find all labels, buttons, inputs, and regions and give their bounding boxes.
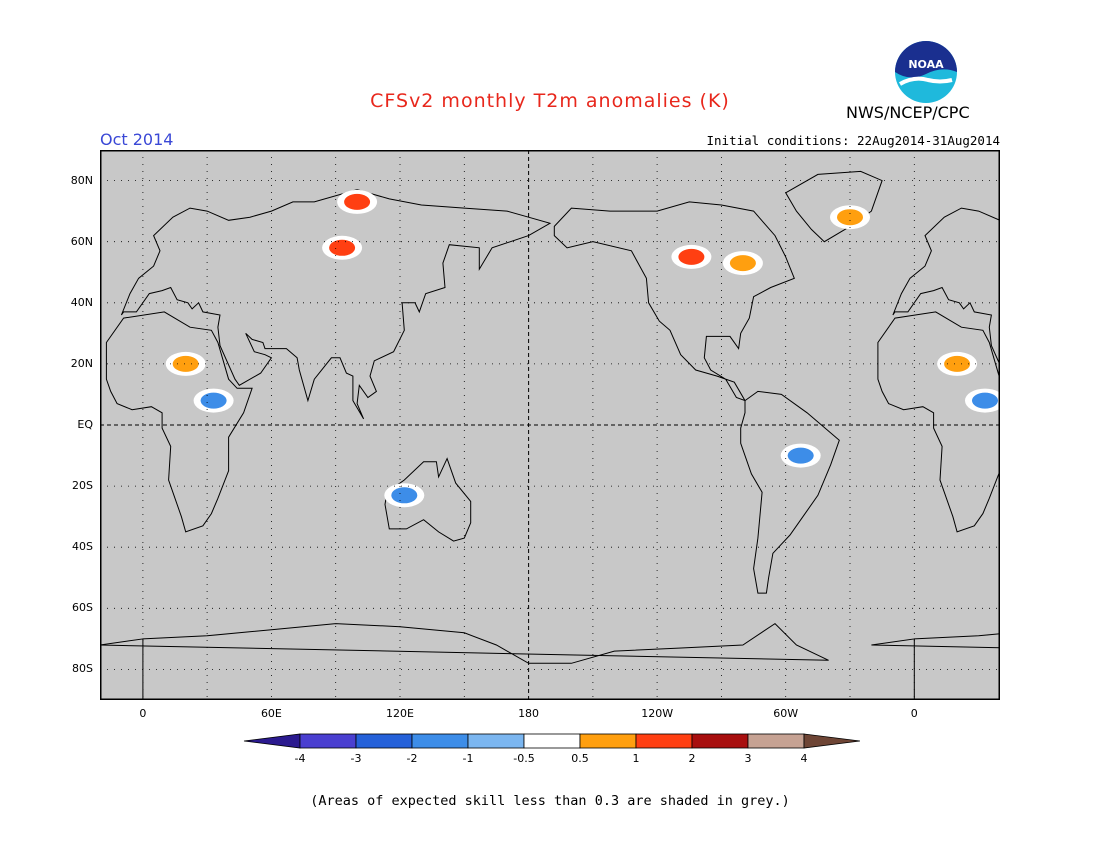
colorbar-tick-label: 4 — [801, 752, 808, 765]
lat-label: 80N — [70, 173, 93, 187]
color-scale: -4 -3 -2 -1 -0.5 0.5 1 2 3 4 — [243, 733, 860, 765]
colorbar-bin — [523, 733, 581, 749]
valid-month: Oct 2014 — [100, 130, 174, 149]
lat-label: 40N — [70, 295, 93, 309]
antarctica-coast — [100, 622, 829, 700]
colorbar-bin — [355, 733, 413, 749]
lon-label: 120W — [641, 707, 674, 720]
australia-coast — [384, 457, 472, 542]
anomaly-map — [100, 150, 1000, 700]
lon-label: 0 — [910, 707, 918, 720]
anomaly-greenland-east — [837, 209, 863, 226]
colorbar-tick-label: -4 — [295, 752, 306, 765]
lon-label: 0 — [139, 707, 147, 720]
colorbar-tick-label: 0.5 — [571, 752, 589, 765]
logo-text: NOAA — [908, 58, 944, 71]
colorbar-cap-high — [803, 733, 860, 749]
lat-label: 80S — [72, 662, 93, 676]
north-america-coast — [553, 201, 795, 402]
noaa-logo-icon: NOAA — [895, 41, 957, 103]
lat-label: 20N — [70, 356, 93, 370]
agency-label: NWS/NCEP/CPC — [846, 103, 970, 122]
colorbar-tick-label: 1 — [633, 752, 640, 765]
colorbar-bin — [467, 733, 525, 749]
anomaly-east-africa — [972, 392, 998, 409]
colorbar-cap-low — [243, 733, 301, 749]
anomaly-central-siberia — [329, 239, 356, 256]
map-frame — [100, 150, 1000, 700]
colorbar-tick-label: 3 — [745, 752, 752, 765]
anomaly-hudson-bay-east — [729, 255, 756, 272]
south-america-coast — [740, 390, 840, 594]
anomaly-central-canada — [678, 248, 705, 265]
colorbar-bin — [411, 733, 469, 749]
lat-label: EQ — [77, 418, 93, 431]
lon-label: 180 — [518, 707, 540, 720]
anomaly-amazon — [787, 447, 814, 464]
footnote: (Areas of expected skill less than 0.3 a… — [310, 793, 790, 809]
lon-label: 60W — [773, 707, 799, 720]
africa-coast — [105, 311, 253, 533]
lon-label: 60E — [260, 707, 282, 720]
lon-label: 120E — [386, 707, 414, 720]
colorbar-bin — [635, 733, 693, 749]
grid-layer — [100, 150, 1000, 700]
colorbar-bin — [691, 733, 749, 749]
map-title: CFSv2 monthly T2m anomalies (K) — [370, 90, 730, 112]
lat-label: 20S — [72, 479, 93, 493]
lat-label: 60S — [72, 601, 93, 615]
antarctica-coast — [871, 633, 1000, 700]
colorbar-tick-label: -3 — [351, 752, 362, 765]
lat-label: 40S — [72, 540, 93, 554]
anomaly-east-africa — [200, 392, 227, 409]
eurasia-coast — [892, 207, 1000, 367]
anomaly-sahara-sahel — [944, 355, 971, 372]
colorbar-tick-label: -2 — [407, 752, 418, 765]
colorbar-bin — [579, 733, 637, 749]
colorbar-bin — [299, 733, 357, 749]
anomaly-sahara-sahel — [172, 355, 199, 372]
colorbar-tick-label: -1 — [463, 752, 474, 765]
anomaly-siberia-north — [344, 193, 371, 210]
colorbar-tick-label: 2 — [689, 752, 696, 765]
colorbar-tick-label: -0.5 — [513, 752, 534, 765]
anomaly-australia-west — [391, 487, 418, 504]
lat-label: 60N — [70, 234, 93, 248]
initial-conditions: Initial conditions: 22Aug2014-31Aug2014 — [706, 133, 1001, 148]
colorbar-bin — [747, 733, 805, 749]
